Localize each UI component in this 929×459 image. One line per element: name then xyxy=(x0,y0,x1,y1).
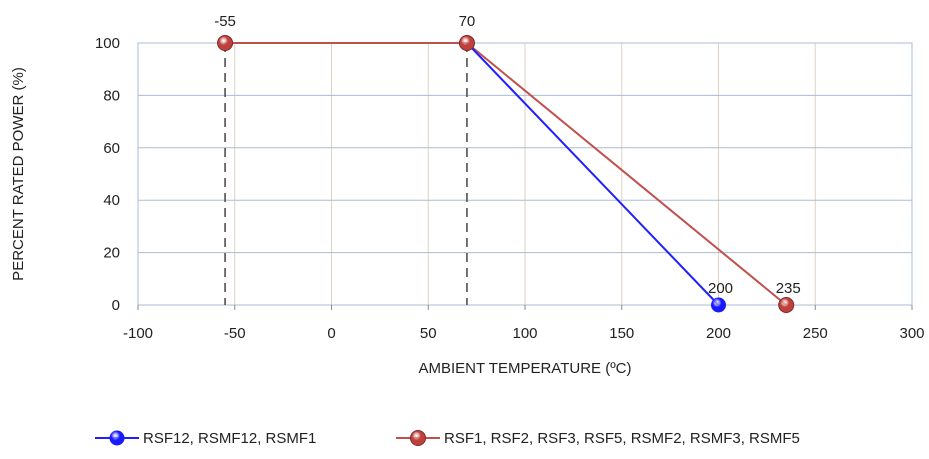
legend-marker-0 xyxy=(109,430,125,446)
grid xyxy=(137,42,913,310)
series-line-0 xyxy=(466,42,720,306)
x-tick-label-5: 150 xyxy=(609,325,634,342)
y-axis-title: PERCENT RATED POWER (%) xyxy=(10,67,27,281)
x-axis-title: AMBIENT TEMPERATURE (ºC) xyxy=(419,360,632,377)
series-0-point-1 xyxy=(711,297,726,313)
data-label-2: 200 xyxy=(708,280,733,297)
dashed-drop-lines xyxy=(224,43,468,305)
data-label-1: 70 xyxy=(459,13,476,30)
data-label-0: -55 xyxy=(214,13,236,30)
x-tick-label-1: -50 xyxy=(224,325,246,342)
x-tick-label-7: 250 xyxy=(803,325,828,342)
x-tick-label-6: 200 xyxy=(706,325,731,342)
x-tick-label-4: 100 xyxy=(512,325,537,342)
data-label-3: 235 xyxy=(776,280,801,297)
x-axis-ticks: -100 -50 0 50 100 150 200 250 300 xyxy=(123,325,925,342)
series-1-point-1 xyxy=(458,35,475,51)
x-tick-label-2: 0 xyxy=(327,325,335,342)
x-tick-label-8: 300 xyxy=(899,325,924,342)
y-tick-label-1: 20 xyxy=(103,245,120,262)
legend-label-1: RSF1, RSF2, RSF3, RSF5, RSMF2, RSMF3, RS… xyxy=(444,430,800,447)
legend-label-0: RSF12, RSMF12, RSMF1 xyxy=(143,430,316,447)
y-tick-label-3: 60 xyxy=(103,140,120,157)
y-tick-label-4: 80 xyxy=(103,87,120,104)
series-1-point-2 xyxy=(778,297,795,313)
y-axis-ticks: 0 20 40 60 80 100 xyxy=(95,35,120,314)
series-1-point-0 xyxy=(217,35,234,51)
y-tick-label-2: 40 xyxy=(103,192,120,209)
legend-marker-1 xyxy=(410,430,426,446)
legend: RSF12, RSMF12, RSMF1 RSF1, RSF2, RSF3, RS… xyxy=(95,430,800,447)
x-tick-label-3: 50 xyxy=(420,325,437,342)
series-layer xyxy=(217,35,795,313)
y-tick-label-0: 0 xyxy=(112,297,120,314)
y-tick-label-5: 100 xyxy=(95,35,120,52)
data-labels: -55 70 200 235 xyxy=(214,13,801,297)
x-tick-label-0: -100 xyxy=(123,325,153,342)
